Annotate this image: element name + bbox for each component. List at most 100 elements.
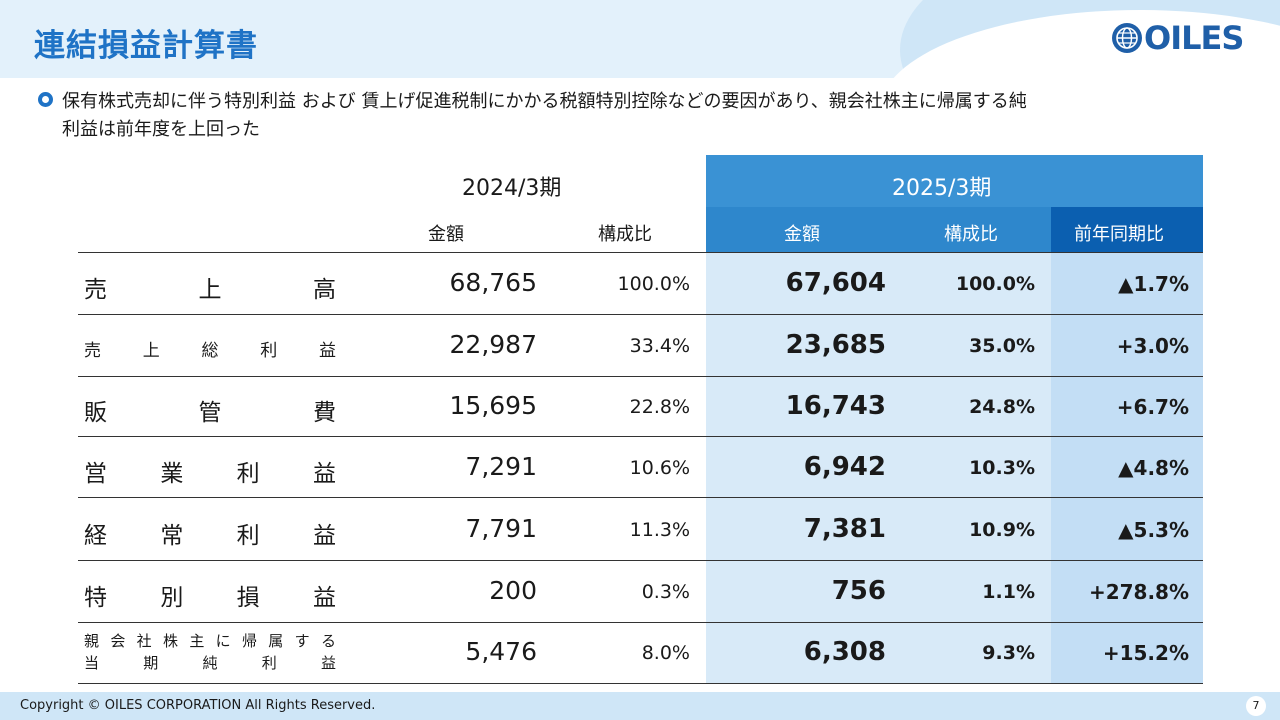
- company-logo: OILES: [1112, 19, 1244, 57]
- label-char: す: [294, 632, 310, 650]
- label-char: 当: [84, 654, 100, 672]
- table-divider: [78, 560, 1203, 561]
- label-char: 売: [84, 341, 101, 361]
- yoy-header-bg: [1051, 207, 1203, 252]
- amount-2024-header: 金額: [428, 224, 464, 245]
- prev-amount: 68,765: [449, 268, 537, 297]
- curr-ratio: 10.9%: [969, 519, 1035, 541]
- curr-ratio: 100.0%: [955, 273, 1035, 295]
- summary-line-1: 保有株式売却に伴う特別利益 および 賃上げ促進税制にかかる税額特別控除などの要因…: [62, 91, 1027, 112]
- curr-ratio: 24.8%: [969, 396, 1035, 418]
- label-char: 主: [189, 632, 205, 650]
- label-char: 帰: [241, 632, 257, 650]
- amount-2025-header-bg: [706, 207, 901, 252]
- table-divider: [78, 622, 1203, 623]
- row-label-extraordinary: 特 別 損 益: [84, 578, 336, 612]
- ratio-2025-header-bg: [901, 207, 1051, 252]
- label-char: 総: [201, 341, 219, 361]
- label-char: 益: [312, 585, 336, 611]
- row-label-sga: 販 管 費: [84, 393, 336, 427]
- table-divider: [78, 252, 1203, 253]
- label-char: 親: [84, 632, 100, 650]
- label-char: 社: [136, 632, 152, 650]
- bullet-icon: [38, 92, 53, 107]
- prev-amount: 200: [489, 576, 537, 605]
- yoy-value: +278.8%: [1088, 580, 1189, 604]
- prev-amount: 15,695: [449, 391, 537, 420]
- label-line-2: 当 期 純 利 益: [84, 652, 336, 674]
- curr-amount: 23,685: [785, 330, 886, 360]
- label-char: 属: [268, 632, 284, 650]
- amount-2025-header: 金額: [784, 224, 820, 245]
- curr-ratio: 10.3%: [969, 457, 1035, 479]
- year-2025-body-bg: [706, 252, 1051, 684]
- label-char: 利: [261, 654, 277, 672]
- label-char: 利: [260, 341, 278, 361]
- label-line-1: 親 会 社 株 主 に 帰 属 す る: [84, 630, 336, 652]
- yoy-header: 前年同期比: [1074, 224, 1164, 245]
- prev-ratio: 33.4%: [629, 335, 690, 357]
- ratio-2025-header: 構成比: [944, 224, 998, 245]
- curr-amount: 6,308: [803, 637, 886, 667]
- summary-text: 保有株式売却に伴う特別利益 および 賃上げ促進税制にかかる税額特別控除などの要因…: [62, 88, 1212, 144]
- prev-ratio: 22.8%: [629, 396, 690, 418]
- header-band: [0, 0, 1280, 78]
- table-divider: [78, 376, 1203, 377]
- label-char: 利: [236, 523, 260, 549]
- label-char: 費: [313, 400, 336, 426]
- table-divider: [78, 436, 1203, 437]
- row-label-net-income: 親 会 社 株 主 に 帰 属 す る 当 期 純 利 益: [84, 630, 336, 674]
- yoy-value: +3.0%: [1116, 334, 1189, 358]
- table-divider: [78, 683, 1203, 684]
- prev-ratio: 0.3%: [641, 581, 690, 603]
- prev-amount: 7,791: [465, 514, 537, 543]
- yoy-value: ▲5.3%: [1118, 518, 1189, 542]
- label-char: る: [320, 632, 336, 650]
- yoy-value: +15.2%: [1102, 641, 1189, 665]
- label-char: 損: [236, 585, 260, 611]
- label-char: 株: [162, 632, 178, 650]
- prev-amount: 7,291: [465, 452, 537, 481]
- label-char: 経: [84, 523, 107, 549]
- curr-amount: 67,604: [785, 268, 886, 298]
- label-char: 益: [319, 341, 336, 361]
- curr-amount: 756: [831, 576, 886, 606]
- prev-ratio: 100.0%: [617, 273, 690, 295]
- prev-ratio: 8.0%: [641, 642, 690, 664]
- label-char: 益: [312, 461, 336, 487]
- prev-amount: 22,987: [449, 330, 537, 359]
- label-char: 純: [202, 654, 218, 672]
- year-2025-header-bg: [706, 155, 1203, 207]
- yoy-body-bg: [1051, 252, 1203, 684]
- curr-amount: 6,942: [803, 452, 886, 482]
- label-char: 益: [320, 654, 336, 672]
- prev-ratio: 11.3%: [629, 519, 690, 541]
- label-char: 常: [160, 523, 184, 549]
- label-char: 管: [198, 400, 222, 426]
- prev-amount: 5,476: [465, 637, 537, 666]
- curr-ratio: 35.0%: [969, 335, 1035, 357]
- table-divider: [78, 497, 1203, 498]
- logo-text: OILES: [1144, 19, 1244, 57]
- footer-band: [0, 692, 1280, 720]
- row-label-ordinary-income: 経 常 利 益: [84, 516, 336, 550]
- page-number: 7: [1246, 696, 1266, 716]
- label-char: に: [215, 632, 231, 650]
- label-char: 益: [312, 523, 336, 549]
- curr-amount: 16,743: [785, 391, 886, 421]
- page-title: 連結損益計算書: [34, 28, 258, 64]
- label-char: 利: [236, 461, 260, 487]
- copyright-text: Copyright © OILES CORPORATION All Rights…: [20, 698, 376, 713]
- label-char: 上: [198, 277, 222, 303]
- label-char: 上: [142, 341, 160, 361]
- label-char: 高: [313, 277, 336, 303]
- prev-ratio: 10.6%: [629, 457, 690, 479]
- row-label-net-sales: 売 上 高: [84, 270, 336, 304]
- label-char: 特: [84, 585, 107, 611]
- curr-ratio: 1.1%: [982, 581, 1035, 603]
- yoy-value: ▲1.7%: [1118, 272, 1189, 296]
- label-char: 業: [160, 461, 184, 487]
- year-2024-header: 2024/3期: [462, 176, 562, 201]
- label-char: 会: [110, 632, 126, 650]
- curr-amount: 7,381: [803, 514, 886, 544]
